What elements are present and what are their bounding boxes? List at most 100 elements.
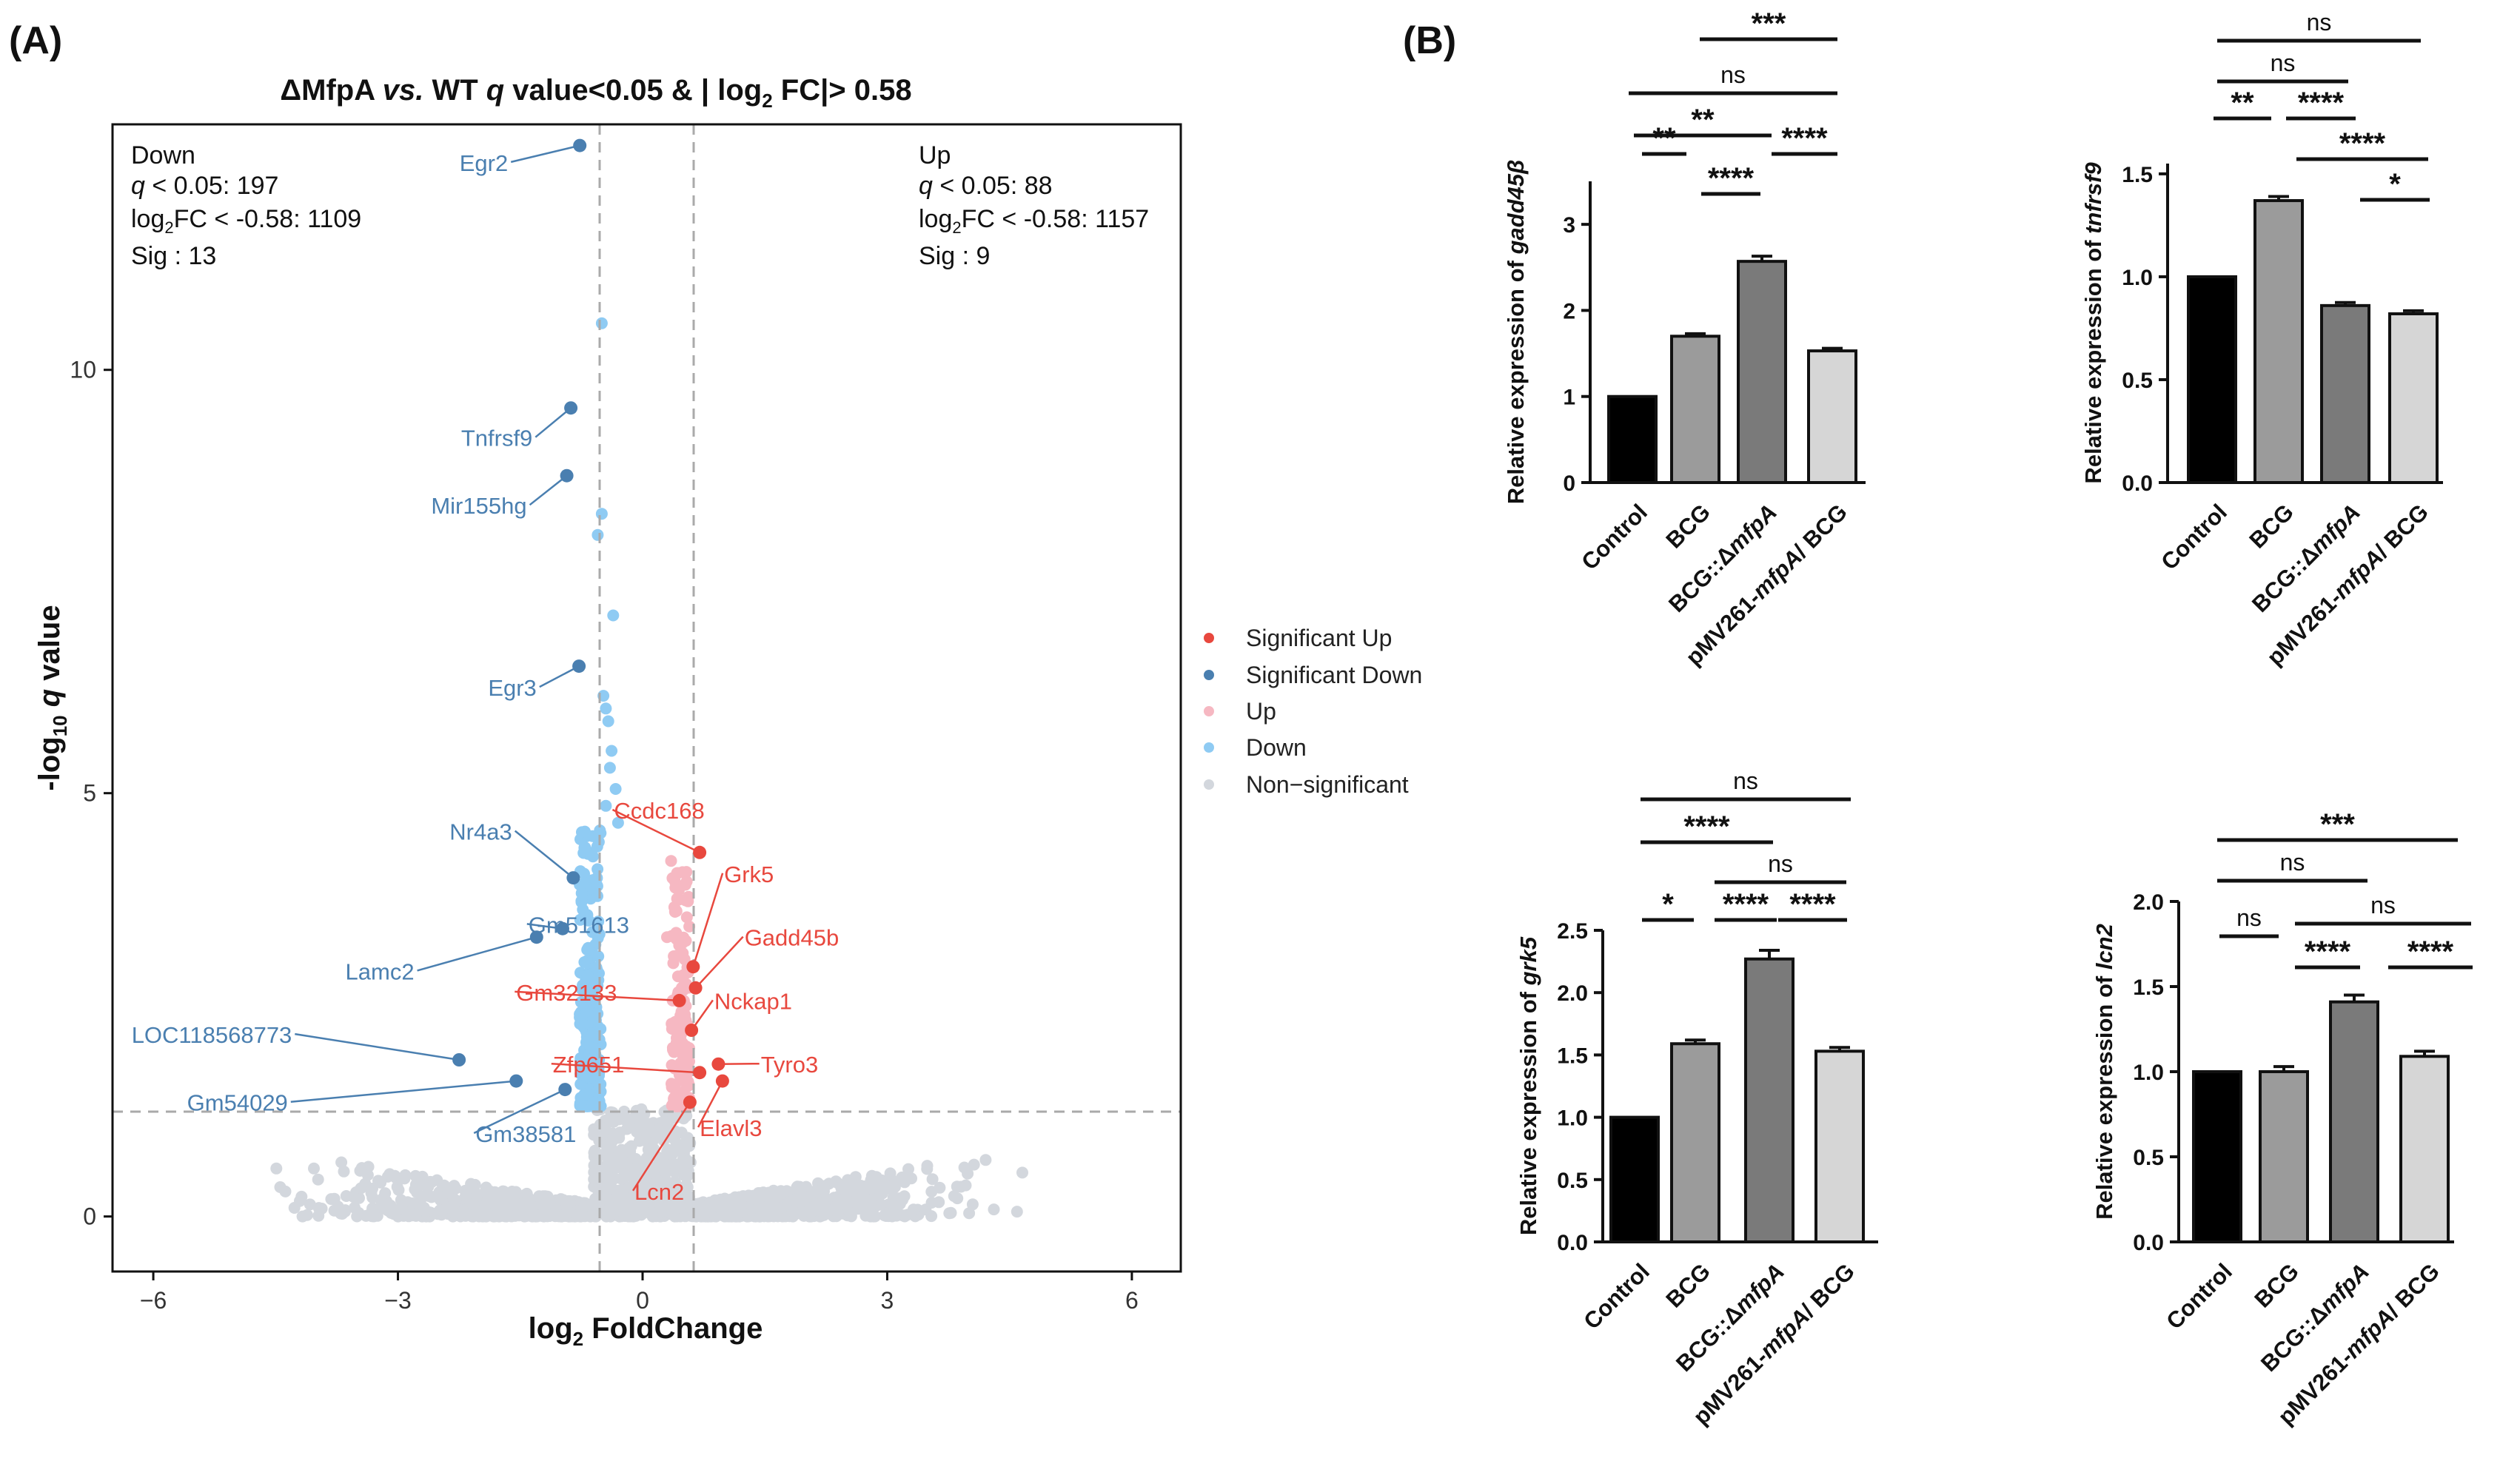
nonsignificant-point xyxy=(673,1140,686,1152)
nonsignificant-point xyxy=(578,1200,591,1213)
nonsignificant-point xyxy=(1016,1166,1028,1179)
nonsignificant-point xyxy=(606,1183,619,1195)
up-point xyxy=(674,1074,687,1086)
point-gadd45b xyxy=(688,981,703,995)
nonsignificant-point xyxy=(509,1198,520,1211)
nonsignificant-point xyxy=(849,1171,862,1183)
y-tick-label: 1.5 xyxy=(2133,975,2164,1000)
leader-line-lamc2 xyxy=(417,935,537,972)
nonsignificant-point xyxy=(593,1201,606,1214)
nonsignificant-point xyxy=(891,1175,903,1188)
nonsignificant-point xyxy=(824,1204,837,1217)
nonsignificant-point xyxy=(497,1185,509,1197)
nonsignificant-point xyxy=(810,1203,822,1215)
bar-4 xyxy=(1814,1049,1865,1244)
up-point xyxy=(680,911,693,924)
nonsignificant-point xyxy=(817,1180,830,1192)
category-label-part: mfpA xyxy=(2305,499,2365,559)
y-axis-label: Relative expression of tnfrsf9 xyxy=(2080,162,2106,484)
point-lamc2 xyxy=(529,930,543,944)
point-elavl3 xyxy=(715,1074,729,1088)
volcano-x-label: log2 FoldChange xyxy=(529,1312,763,1350)
nonsignificant-point xyxy=(506,1186,518,1198)
gene-label-nr4a3: Nr4a3 xyxy=(449,819,512,845)
nonsignificant-point xyxy=(597,1172,610,1184)
bar-1 xyxy=(1609,1115,1660,1243)
bar-2 xyxy=(2259,1070,2309,1243)
nonsignificant-point xyxy=(968,1158,980,1171)
nonsignificant-point xyxy=(786,1205,799,1217)
category-label-part: mfpA xyxy=(1729,1258,1789,1318)
y-axis-label-text: Relative expression of xyxy=(2091,970,2117,1220)
nonsignificant-point xyxy=(688,1197,700,1210)
bar-3 xyxy=(1744,957,1795,1244)
down-point xyxy=(602,715,614,728)
leader-line-loc118568773 xyxy=(295,1032,460,1061)
up-point xyxy=(683,920,696,933)
gene-label-nckap1: Nckap1 xyxy=(714,988,792,1014)
nonsignificant-point xyxy=(414,1203,426,1216)
down-point xyxy=(592,528,604,541)
nonsignificant-point xyxy=(963,1207,976,1220)
nonsignificant-point xyxy=(498,1200,511,1213)
x-tick-label: −6 xyxy=(140,1287,167,1314)
nonsignificant-point xyxy=(347,1191,360,1203)
up-point xyxy=(668,1046,680,1058)
down-point xyxy=(592,916,605,928)
nonsignificant-point xyxy=(505,1210,517,1223)
nonsignificant-point xyxy=(367,1209,380,1221)
gene-label-gm38581: Gm38581 xyxy=(475,1121,576,1147)
y-tick-label: 0.5 xyxy=(1557,1169,1588,1193)
down-point xyxy=(600,799,612,812)
point-zfp651 xyxy=(693,1066,707,1080)
y-axis-label-text: Relative expression of xyxy=(1515,985,1541,1235)
nonsignificant-point xyxy=(630,1209,642,1222)
leader-line-elavl3 xyxy=(697,1081,724,1128)
nonsignificant-point xyxy=(859,1200,871,1212)
nonsignificant-point xyxy=(332,1200,344,1213)
leader-line-lcn2 xyxy=(631,1101,691,1192)
y-tick-label: 0 xyxy=(83,1203,96,1230)
significance-label: ns xyxy=(1768,850,1793,877)
y-tick-label: 2.0 xyxy=(1557,981,1588,1006)
gene-label-tyro3: Tyro3 xyxy=(761,1052,819,1078)
significance-label: ns xyxy=(2280,849,2305,876)
nonsignificant-point xyxy=(338,1165,350,1178)
point-grk5 xyxy=(686,960,700,974)
bar-1 xyxy=(2187,275,2237,484)
y-tick-label: 2 xyxy=(1563,299,1575,323)
up-summary-title: Up xyxy=(919,141,951,169)
up-point xyxy=(679,894,691,907)
leader-line-zfp651 xyxy=(551,1062,700,1074)
nonsignificant-point xyxy=(392,1183,405,1196)
down-point xyxy=(579,825,591,838)
y-tick-label: 1 xyxy=(1563,386,1575,410)
y-axis-label-gene: tnfrsf9 xyxy=(2080,162,2106,234)
nonsignificant-point xyxy=(680,1167,692,1180)
legend-item-non-significant: Non−significant xyxy=(1204,771,1409,798)
category-label: BCG xyxy=(2249,1258,2303,1312)
leader-line-gm32133 xyxy=(515,990,680,1002)
y-tick-label: 0.0 xyxy=(1557,1231,1588,1255)
nonsignificant-point xyxy=(959,1179,972,1192)
nonsignificant-point xyxy=(366,1183,378,1195)
nonsignificant-point xyxy=(472,1205,485,1217)
nonsignificant-point xyxy=(312,1202,325,1215)
down-point xyxy=(578,1088,591,1101)
down-point xyxy=(574,1098,587,1111)
down-point xyxy=(578,956,591,968)
nonsignificant-point xyxy=(703,1206,716,1218)
down-point xyxy=(590,879,603,891)
point-gm54029 xyxy=(509,1074,523,1088)
x-tick-label: 6 xyxy=(1125,1287,1139,1314)
legend-item-significant-up: Significant Up xyxy=(1204,625,1392,651)
significance-label: * xyxy=(2389,168,2401,201)
leader-line-gadd45b xyxy=(694,935,744,989)
nonsignificant-point xyxy=(933,1196,945,1209)
legend-item-down: Down xyxy=(1204,734,1307,761)
y-tick-label: 2.5 xyxy=(1557,919,1588,944)
gene-label-elavl3: Elavl3 xyxy=(700,1115,762,1141)
gene-label-lcn2: Lcn2 xyxy=(634,1179,684,1205)
x-tick-label: −3 xyxy=(384,1287,411,1314)
bar-2 xyxy=(1670,335,1720,485)
